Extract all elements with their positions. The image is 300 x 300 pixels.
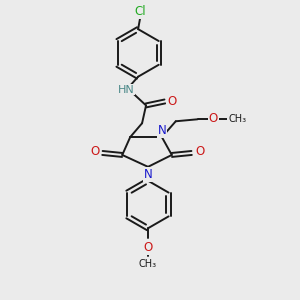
Text: O: O <box>143 241 153 254</box>
Text: O: O <box>167 95 176 108</box>
Text: O: O <box>195 146 204 158</box>
Text: CH₃: CH₃ <box>228 114 246 124</box>
Text: N: N <box>158 124 166 137</box>
Text: N: N <box>144 168 152 181</box>
Text: Cl: Cl <box>134 5 146 18</box>
Text: O: O <box>90 146 99 158</box>
Text: CH₃: CH₃ <box>139 259 157 269</box>
Text: O: O <box>209 112 218 125</box>
Text: HN: HN <box>118 85 135 94</box>
